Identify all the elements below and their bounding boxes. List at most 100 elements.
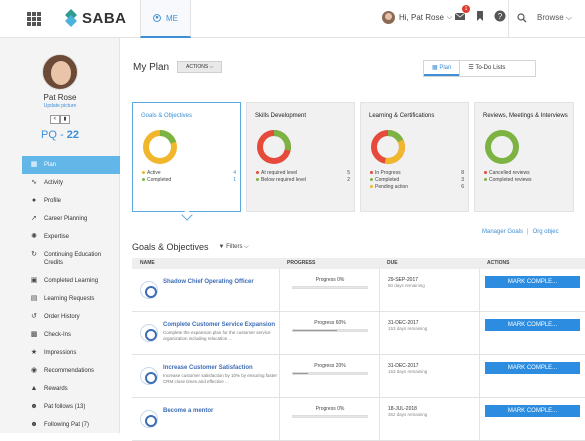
view-switcher: ▦ Plan ☰ To-Do Lists	[423, 60, 537, 77]
card-reviews-meetings[interactable]: Reviews, Meetings & Interviews Cancelled…	[474, 102, 574, 212]
table-row: Shadow Chief Operating Officer Progress …	[132, 269, 585, 312]
sidebar-item-label: Following Pat (7)	[44, 422, 90, 428]
mark-complete-button[interactable]: MARK COMPLE...	[485, 276, 580, 288]
browse-menu[interactable]: Browse ⌵	[537, 13, 572, 23]
sidebar: Pat Rose Update picture < ▮ PQ - 22 ▦ Pla…	[0, 38, 120, 433]
mark-complete-button[interactable]: MARK COMPLE...	[485, 362, 580, 374]
legend-label: Active	[147, 170, 161, 176]
sidebar-item-label: Career Planning	[44, 216, 88, 222]
column-name[interactable]: NAME	[140, 260, 155, 266]
user-menu[interactable]: Hi, Pat Rose ⌵	[382, 11, 452, 24]
progress-label: Progress 20%	[314, 363, 346, 369]
history-icon: ↺	[31, 313, 37, 320]
sidebar-item-label: Profile	[44, 198, 62, 204]
actions-button[interactable]: ACTIONS ⌵	[177, 61, 223, 73]
target-icon	[140, 324, 158, 342]
education-icon: ↻	[31, 251, 37, 258]
search-icon[interactable]	[517, 13, 527, 23]
card-skills-development[interactable]: Skills Development At required level 5 Be…	[246, 102, 355, 212]
sidebar-item-label: Order History	[44, 314, 80, 320]
trophy-icon: ▲	[30, 385, 38, 392]
link-divider: |	[527, 229, 529, 235]
column-due[interactable]: DUE	[387, 260, 398, 266]
sidebar-item-profile[interactable]: ● Profile	[22, 192, 120, 210]
mark-complete-button[interactable]: MARK COMPLE...	[485, 405, 580, 417]
column-progress[interactable]: PROGRESS	[287, 260, 316, 266]
bookmark-icon[interactable]	[474, 9, 486, 21]
filters-button[interactable]: ▼ Filters ⌵	[219, 244, 249, 251]
filter-icon: ▼	[218, 243, 225, 250]
goal-description: Increase customer satisfaction by 10% by…	[163, 373, 278, 384]
legend-label: Completed	[147, 177, 172, 183]
sidebar-item-continuing-education[interactable]: ↻ Continuing Education Credits	[22, 246, 120, 272]
progress-bar	[292, 329, 368, 332]
update-picture-link[interactable]: Update picture	[43, 103, 77, 109]
card-title: Learning & Certifications	[369, 113, 435, 119]
legend-label: Completed reviews	[489, 177, 532, 183]
goal-name-link[interactable]: Increase Customer Satisfaction	[163, 365, 253, 371]
goal-name-link[interactable]: Shadow Chief Operating Officer	[163, 279, 254, 285]
sidebar-item-pat-follows[interactable]: ☻ Pat follows (13)	[22, 398, 120, 416]
tab-me[interactable]: ME	[140, 0, 191, 38]
mail-icon[interactable]: 1	[454, 5, 470, 21]
card-learning-certifications[interactable]: Learning & Certifications In Progress 8 C…	[360, 102, 469, 212]
tab-plan[interactable]: ▦ Plan	[424, 61, 460, 76]
progress-bar	[292, 372, 368, 375]
org-objectives-link[interactable]: Org objec	[532, 229, 559, 235]
goals-donut-chart	[143, 130, 177, 164]
card-title: Reviews, Meetings & Interviews	[483, 113, 568, 119]
sidebar-item-plan[interactable]: ▦ Plan	[22, 156, 120, 174]
list-icon: ☰	[468, 65, 474, 71]
sidebar-item-completed-learning[interactable]: ▣ Completed Learning	[22, 272, 120, 290]
card-title: Goals & Objectives	[141, 113, 193, 119]
profile-photo[interactable]	[42, 54, 78, 90]
sidebar-item-impressions[interactable]: ★ Impressions	[22, 344, 120, 362]
goal-name-link[interactable]: Complete Customer Service Expansion	[163, 322, 276, 328]
chevron-down-icon: ⌵	[244, 243, 249, 250]
main-content: My Plan ACTIONS ⌵ ▦ Plan ☰ To-Do Lists G…	[120, 38, 585, 441]
manager-goals-link[interactable]: Manager Goals	[482, 229, 524, 235]
sidebar-item-check-ins[interactable]: ▩ Check-Ins	[22, 326, 120, 344]
pq-label: PQ -	[41, 129, 67, 141]
avatar	[382, 11, 395, 24]
card-goals-objectives[interactable]: Goals & Objectives Active 4 Completed 1	[132, 102, 241, 221]
person-circle-icon	[153, 14, 161, 22]
user-greeting: Hi, Pat Rose	[399, 13, 444, 22]
sidebar-item-recommendations[interactable]: ◉ Recommendations	[22, 362, 120, 380]
sidebar-item-label: Recommendations	[44, 368, 95, 374]
sidebar-item-following-pat[interactable]: ☻ Following Pat (7)	[22, 416, 120, 434]
sidebar-item-expertise[interactable]: ✺ Expertise	[22, 228, 120, 246]
share-icon[interactable]: <	[50, 115, 60, 124]
profile-name: Pat Rose	[43, 93, 77, 102]
mail-badge: 1	[462, 5, 470, 13]
tab-todo-lists[interactable]: ☰ To-Do Lists	[459, 61, 536, 76]
sidebar-item-rewards[interactable]: ▲ Rewards	[22, 380, 120, 398]
saba-leaf-icon	[65, 9, 77, 27]
actions-button-label: ACTIONS	[186, 64, 209, 70]
divider	[508, 0, 509, 38]
sidebar-item-label: Activity	[44, 180, 64, 186]
days-remaining: 60 days remaining	[388, 283, 425, 288]
sidebar-item-order-history[interactable]: ↺ Order History	[22, 308, 120, 326]
mark-complete-button[interactable]: MARK COMPLE...	[485, 319, 580, 331]
sidebar-item-career-planning[interactable]: ➚ Career Planning	[22, 210, 120, 228]
app-grid-icon[interactable]	[27, 12, 41, 26]
saba-logo[interactable]: SABA	[64, 9, 127, 27]
sidebar-item-label: Check-Ins	[44, 332, 72, 338]
legend-value[interactable]: 4	[233, 170, 236, 176]
sidebar-item-label: Continuing Education Credits	[44, 252, 102, 266]
bookmark-icon[interactable]: ▮	[60, 115, 70, 124]
legend-value[interactable]: 1	[233, 177, 236, 183]
help-icon[interactable]: ?	[494, 9, 506, 22]
page-title: My Plan	[133, 62, 170, 73]
sidebar-item-activity[interactable]: ∿ Activity	[22, 174, 120, 192]
days-remaining: 153 days remaining	[388, 326, 428, 331]
skills-donut-chart	[257, 130, 291, 164]
progress-bar	[292, 286, 368, 289]
legend-label: Below required level	[261, 177, 307, 183]
browse-label: Browse	[537, 13, 564, 22]
sidebar-item-learning-requests[interactable]: ▤ Learning Requests	[22, 290, 120, 308]
sidebar-item-label: Learning Requests	[44, 296, 95, 302]
summary-cards: Goals & Objectives Active 4 Completed 1 Sk…	[132, 102, 574, 221]
goal-name-link[interactable]: Become a mentor	[163, 408, 214, 414]
